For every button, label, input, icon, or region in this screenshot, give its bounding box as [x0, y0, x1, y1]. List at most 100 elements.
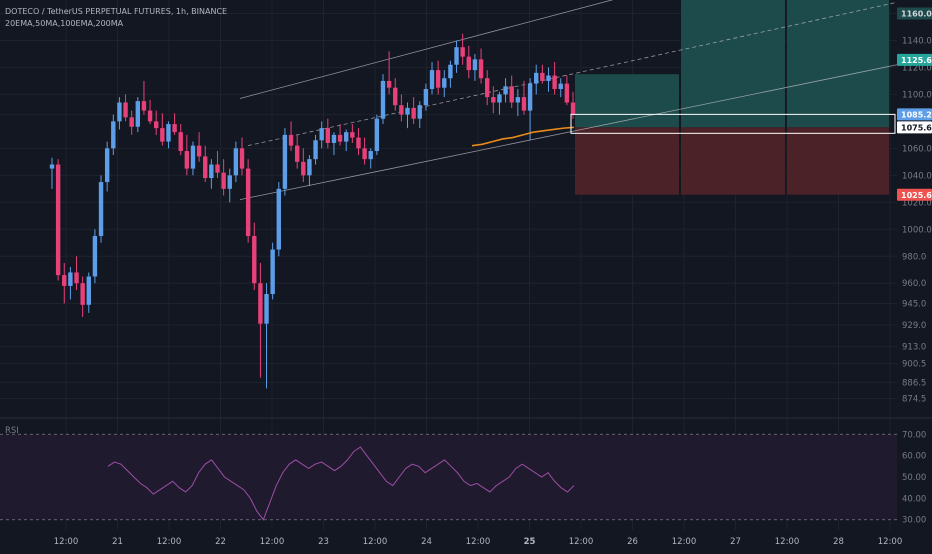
candle-body-38 [282, 134, 288, 189]
candle-body-64 [442, 78, 447, 88]
rsi-scale-label-3: 40.00 [902, 494, 926, 504]
candle-body-3 [68, 272, 73, 286]
price-tag-bg-1 [897, 53, 932, 66]
candle-body-78 [527, 83, 533, 111]
candle-body-21 [178, 132, 183, 152]
time-axis-label-5: 23 [318, 537, 329, 547]
candle-body-49 [350, 132, 355, 138]
candle-body-30 [233, 148, 239, 176]
candle-body-81 [546, 75, 551, 81]
candle-body-56 [393, 87, 398, 106]
candle-body-45 [325, 128, 331, 143]
time-axis-label-8: 12:00 [466, 537, 491, 547]
channel-lower-line [239, 64, 898, 200]
candle-body-1 [55, 164, 61, 276]
time-axis-label-15: 28 [833, 537, 844, 547]
time-axis-label-3: 22 [215, 537, 226, 547]
candle-body-62 [429, 70, 435, 90]
candle-body-16 [147, 110, 153, 122]
candle-body-33 [252, 236, 257, 284]
candle-body-10 [111, 121, 116, 149]
price-scale-label-15: 886.5 [902, 378, 926, 388]
time-axis-label-4: 12:00 [260, 537, 285, 547]
candle-body-61 [423, 89, 429, 106]
candle-body-63 [435, 70, 441, 88]
candle-body-74 [503, 86, 508, 95]
price-scale-label-9: 980.0 [902, 252, 926, 262]
price-tag-1: 1125.6 [901, 56, 932, 65]
price-tag-bg-0 [897, 7, 932, 20]
candle-body-24 [196, 145, 202, 157]
price-scale-label-1: 1140.0 [902, 36, 932, 46]
candle-body-19 [166, 124, 171, 142]
candle-body-9 [104, 148, 110, 183]
candle-body-25 [203, 156, 208, 179]
symbol-title: DOTECO / TetherUS PERPETUAL FUTURES, 1h,… [5, 7, 228, 16]
time-axis-label-11: 26 [627, 537, 638, 547]
time-axis-label-10: 12:00 [569, 537, 594, 547]
candle-body-20 [172, 124, 177, 133]
candle-body-67 [460, 47, 465, 57]
candle-body-70 [478, 59, 484, 79]
candle-body-4 [74, 272, 79, 284]
candle-body-77 [521, 97, 527, 111]
rsi-label: RSI [5, 426, 19, 436]
candle-body-39 [288, 134, 294, 146]
indicator-legend: 20EMA,50MA,100EMA,200MA [5, 19, 124, 28]
candle-body-73 [497, 94, 502, 103]
candle-body-34 [258, 283, 263, 324]
candle-body-31 [239, 148, 245, 169]
rsi-scale-label-2: 50.00 [902, 473, 926, 483]
time-axis-label-12: 12:00 [672, 537, 697, 547]
rsi-scale-label-0: 70.00 [902, 430, 926, 440]
candle-body-22 [184, 151, 190, 169]
price-scale-label-12: 929.0 [902, 321, 926, 331]
candle-body-5 [80, 283, 85, 305]
price-scale-label-5: 1060.0 [902, 144, 932, 154]
candle-body-42 [307, 159, 312, 176]
candle-body-43 [313, 140, 318, 160]
ma-line [471, 126, 575, 147]
candle-body-55 [386, 80, 392, 88]
price-scale-label-2: 1120.0 [902, 63, 932, 73]
candle-body-14 [135, 101, 141, 127]
candle-body-68 [466, 56, 471, 71]
time-axis-label-6: 12:00 [363, 537, 388, 547]
candle-body-46 [331, 134, 337, 143]
price-scale-label-11: 945.0 [902, 299, 926, 309]
candle-body-18 [160, 128, 165, 142]
rsi-band [0, 434, 897, 520]
price-scale-label-7: 1020.0 [902, 198, 932, 208]
candle-body-54 [380, 80, 386, 119]
candle-body-51 [362, 148, 367, 160]
price-tag-2: 1085.2 [901, 110, 932, 119]
price-tag-3: 1075.6 [901, 123, 932, 132]
price-tag-bg-3 [897, 121, 932, 134]
target-zone-2 [787, 0, 889, 128]
candle-body-37 [276, 188, 281, 250]
candle-body-12 [123, 102, 128, 118]
channel-upper-line [239, 0, 614, 99]
candle-body-0 [49, 164, 55, 169]
candle-body-69 [472, 59, 478, 71]
candle-body-85 [570, 102, 576, 115]
price-tag-4: 1025.6 [901, 191, 932, 200]
price-scale-label-3: 1100.0 [902, 90, 932, 100]
candle-body-41 [301, 161, 306, 176]
candle-body-72 [491, 97, 496, 103]
price-scale-label-14: 900.5 [902, 359, 926, 369]
candle-body-7 [92, 236, 98, 277]
candle-body-29 [227, 175, 232, 189]
time-axis-label-1: 21 [112, 537, 123, 547]
candle-body-11 [117, 102, 122, 122]
price-tag-0: 1160.0 [901, 9, 932, 18]
candle-body-50 [356, 137, 361, 149]
stop-zone-1 [681, 127, 785, 195]
candle-body-79 [534, 72, 539, 84]
candle-body-59 [411, 107, 416, 119]
price-scale-label-13: 913.0 [902, 343, 926, 353]
rsi-scale-label-4: 30.00 [902, 516, 926, 526]
candle-body-48 [344, 132, 349, 142]
candle-body-40 [294, 145, 300, 162]
